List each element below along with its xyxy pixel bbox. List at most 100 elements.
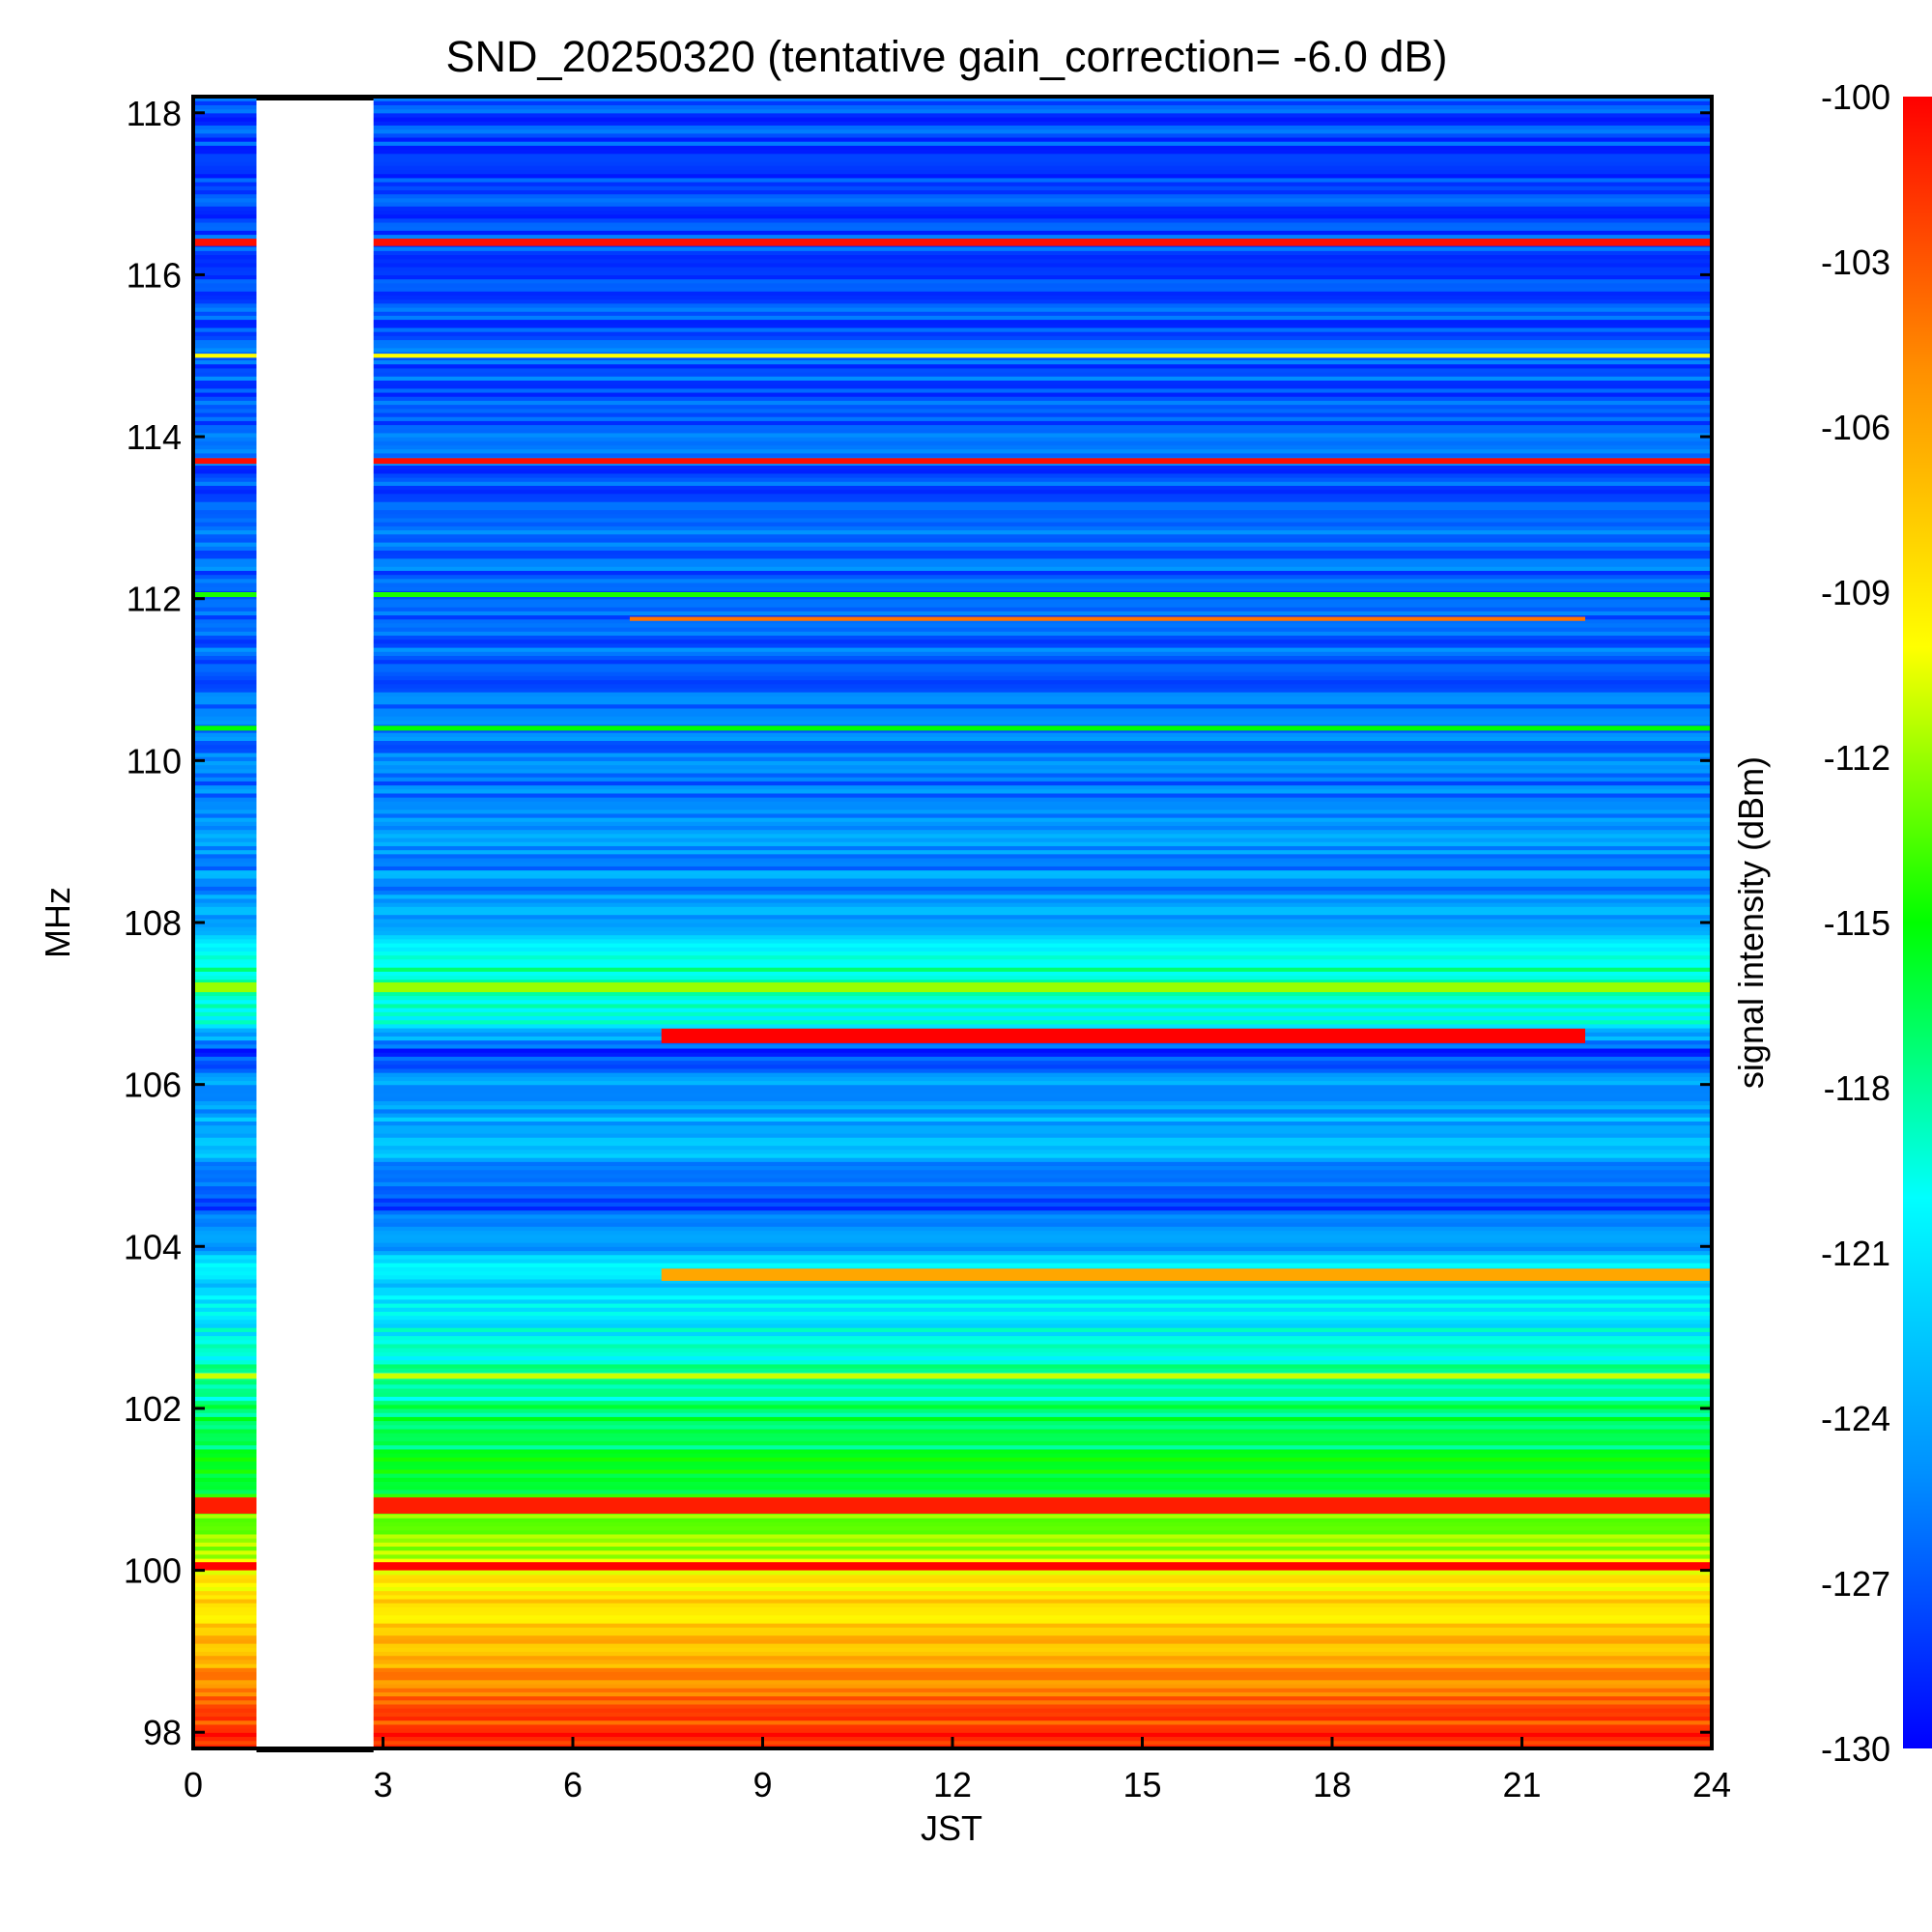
heatmap-band (193, 1489, 1712, 1494)
heatmap-band (193, 517, 1712, 523)
heatmap-band (193, 756, 1712, 761)
heatmap-band (193, 206, 1712, 211)
colorbar-tick-label: -130 (1821, 1729, 1890, 1769)
heatmap-band (193, 1230, 1712, 1236)
heatmap-band (193, 1278, 1712, 1284)
x-tick-label: 18 (1313, 1765, 1351, 1804)
heatmap-band (193, 716, 1712, 722)
heatmap-band (193, 1683, 1712, 1689)
emission-line (661, 1028, 1585, 1043)
heatmap-band (193, 210, 1712, 215)
heatmap-band (193, 286, 1712, 292)
heatmap-band (193, 177, 1712, 183)
heatmap-band (193, 635, 1712, 640)
heatmap-band (193, 1719, 1712, 1725)
colorbar-tick-label: -106 (1821, 408, 1890, 447)
heatmap-band (193, 376, 1712, 381)
heatmap-band (193, 542, 1712, 547)
colorbar-tick-label: -112 (1824, 738, 1890, 778)
heatmap-band (193, 485, 1712, 491)
heatmap-band (193, 1189, 1712, 1195)
heatmap-band (193, 1464, 1712, 1470)
heatmap-band (193, 1400, 1712, 1406)
x-axis-label: JST (921, 1808, 982, 1848)
heatmap-band (193, 331, 1712, 336)
heatmap-band (193, 622, 1712, 628)
heatmap-band (193, 1222, 1712, 1227)
heatmap-band (193, 1088, 1712, 1094)
heatmap-band (193, 1169, 1712, 1175)
heatmap-band (193, 1549, 1712, 1555)
heatmap-band (193, 1667, 1712, 1672)
heatmap-band (193, 877, 1712, 883)
heatmap-band (193, 1404, 1712, 1409)
heatmap-band (193, 408, 1712, 413)
heatmap-band (193, 1056, 1712, 1062)
heatmap-band (193, 683, 1712, 689)
heatmap-band (193, 1582, 1712, 1587)
heatmap-band (193, 1368, 1712, 1373)
heatmap-band (193, 1283, 1712, 1288)
heatmap-band (193, 128, 1712, 134)
heatmap-band (193, 618, 1712, 624)
x-tick-label: 3 (373, 1765, 392, 1804)
emission-line (193, 354, 1712, 358)
heatmap-band (193, 926, 1712, 931)
heatmap-band (193, 732, 1712, 737)
heatmap-band (193, 1108, 1712, 1114)
heatmap-band (193, 663, 1712, 668)
heatmap-band (193, 497, 1712, 502)
heatmap-band (193, 1716, 1712, 1721)
heatmap-band (193, 1533, 1712, 1539)
heatmap-band (193, 574, 1712, 580)
heatmap-band (193, 327, 1712, 332)
heatmap-band (193, 1335, 1712, 1341)
heatmap-band (193, 1679, 1712, 1685)
emission-line (193, 592, 1712, 598)
heatmap-band (193, 1128, 1712, 1134)
heatmap-band (193, 1145, 1712, 1151)
y-tick-label: 112 (127, 580, 182, 619)
heatmap-band (193, 979, 1712, 984)
heatmap-band (193, 679, 1712, 685)
heatmap-band (193, 153, 1712, 158)
heatmap-band (193, 100, 1712, 105)
heatmap-band (193, 533, 1712, 539)
heatmap-band (193, 526, 1712, 531)
heatmap-band (193, 1043, 1712, 1049)
heatmap-band (193, 201, 1712, 207)
x-axis: 0 3 6 9 12 15 18 21 24 (184, 1737, 1731, 1804)
heatmap-band (193, 1436, 1712, 1442)
heatmap-band (193, 934, 1712, 940)
heatmap-band (193, 853, 1712, 859)
heatmap-band (193, 784, 1712, 790)
emission-line (661, 1268, 1713, 1281)
heatmap-band (193, 788, 1712, 794)
heatmap-band (193, 343, 1712, 349)
heatmap-band (193, 161, 1712, 166)
heatmap-band (193, 1319, 1712, 1324)
heatmap-band (193, 493, 1712, 498)
heatmap-band (193, 234, 1712, 240)
colorbar-tick-label: -109 (1821, 573, 1890, 612)
heatmap-band (193, 141, 1712, 146)
heatmap-band (193, 1708, 1712, 1713)
heatmap-band (193, 149, 1712, 155)
heatmap-band (193, 1518, 1712, 1522)
heatmap-band (193, 845, 1712, 851)
x-tick-label: 12 (933, 1765, 972, 1804)
y-tick-label: 98 (143, 1713, 182, 1752)
heatmap-band (193, 1570, 1712, 1576)
heatmap-band (193, 262, 1712, 268)
heatmap-band (193, 489, 1712, 495)
heatmap-band (193, 561, 1712, 567)
heatmap-band (193, 1015, 1712, 1021)
heatmap-band (193, 1124, 1712, 1130)
heatmap-band (193, 849, 1712, 855)
y-tick-label: 106 (124, 1065, 182, 1105)
heatmap-band (193, 938, 1712, 944)
heatmap-band (193, 1217, 1712, 1223)
heatmap-band (193, 452, 1712, 458)
heatmap-band (193, 570, 1712, 576)
heatmap-band (193, 1112, 1712, 1118)
